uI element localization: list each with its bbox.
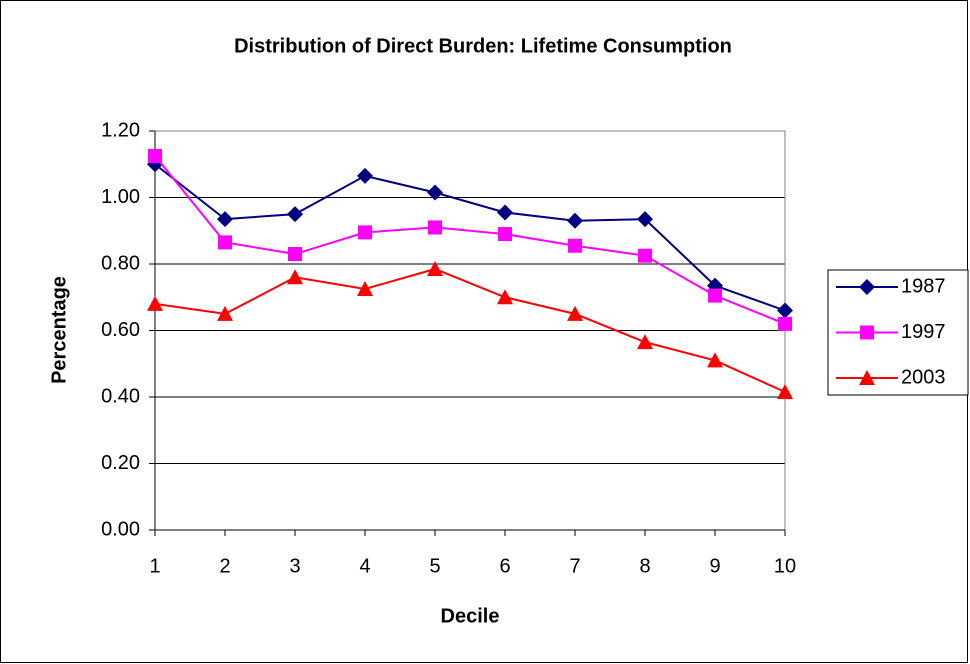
marker (567, 212, 583, 229)
x-tick-label: 10 (774, 555, 796, 577)
marker (357, 167, 373, 184)
marker (638, 248, 652, 263)
series-line (154, 155, 786, 325)
marker (777, 384, 793, 400)
marker (568, 238, 582, 253)
series-line (154, 267, 786, 393)
series-line (154, 163, 786, 312)
marker (708, 288, 722, 303)
marker (357, 280, 373, 296)
marker (777, 302, 793, 319)
y-tick-label: 0.40 (101, 385, 140, 407)
marker (217, 305, 233, 321)
y-tick-label: 1.00 (101, 186, 140, 208)
x-tick-label: 4 (359, 555, 370, 577)
x-axis-label: Decile (441, 605, 500, 627)
marker (497, 289, 513, 305)
y-axis-label: Percentage (48, 276, 70, 384)
marker (637, 211, 653, 228)
y-tick-label: 0.60 (101, 319, 140, 341)
marker (707, 352, 723, 368)
marker (147, 295, 163, 311)
marker (218, 235, 232, 250)
x-tick-label: 2 (219, 555, 230, 577)
x-tick-label: 9 (709, 555, 720, 577)
marker (427, 260, 443, 276)
marker (567, 305, 583, 321)
marker (358, 225, 372, 240)
marker (288, 247, 302, 262)
y-tick-label: 1.20 (101, 119, 140, 141)
marker (217, 211, 233, 228)
marker (427, 184, 443, 201)
marker (859, 370, 875, 385)
x-tick-label: 3 (289, 555, 300, 577)
marker (859, 279, 875, 295)
marker (428, 220, 442, 235)
chart-title: Distribution of Direct Burden: Lifetime … (234, 35, 732, 57)
legend-label: 1987 (901, 275, 946, 297)
marker (148, 148, 162, 163)
marker (637, 334, 653, 350)
x-tick-label: 8 (639, 555, 650, 577)
x-tick-label: 1 (149, 555, 160, 577)
legend-label: 2003 (901, 366, 946, 388)
legend-label: 1997 (901, 321, 946, 343)
x-tick-label: 7 (569, 555, 580, 577)
y-tick-label: 0.20 (101, 452, 140, 474)
marker (778, 316, 792, 331)
marker (287, 269, 303, 285)
marker (860, 325, 874, 340)
y-tick-label: 0.80 (101, 252, 140, 274)
marker (287, 206, 303, 223)
x-tick-label: 5 (429, 555, 440, 577)
marker (498, 227, 512, 242)
x-tick-label: 6 (499, 555, 510, 577)
y-tick-label: 0.00 (101, 518, 140, 540)
marker (497, 204, 513, 221)
